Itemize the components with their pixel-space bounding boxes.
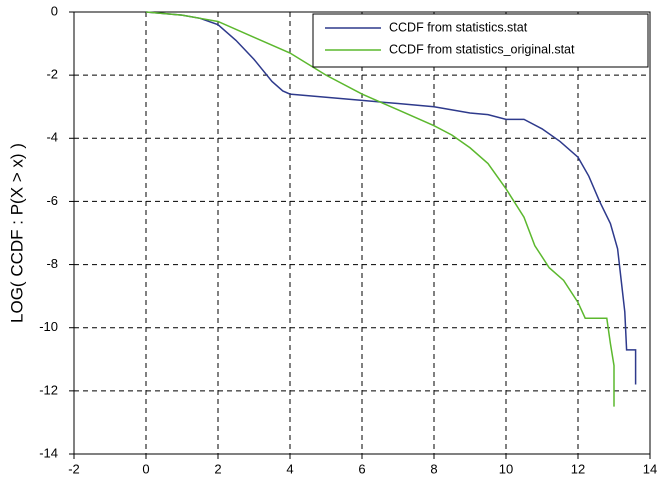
x-tick-label: 10 [499,461,513,476]
x-tick-label: 0 [142,461,149,476]
x-tick-label: 6 [358,461,365,476]
y-tick-label: 0 [51,3,58,18]
legend-box [312,13,649,68]
plot-frame [73,11,651,455]
x-tick-label: -2 [68,461,80,476]
x-tick-label: 8 [430,461,437,476]
y-axis-label: LOG( CCDF : P(X > x) ) [7,143,26,323]
x-tick-label: 14 [643,461,657,476]
y-tick-label: -4 [46,130,58,145]
y-tick-label: -10 [39,319,58,334]
legend-label: CCDF from statistics_original.stat [389,42,575,56]
x-tick-label: 12 [571,461,585,476]
legend-label: CCDF from statistics.stat [389,20,528,34]
x-tick-label: 4 [286,461,293,476]
series-line [145,11,637,385]
series-line [145,11,615,407]
y-tick-label: -12 [39,382,58,397]
x-tick-label: 2 [214,461,221,476]
y-tick-label: -8 [46,256,58,271]
y-tick-label: -6 [46,193,58,208]
y-tick-label: -14 [39,445,58,460]
y-tick-label: -2 [46,67,58,82]
